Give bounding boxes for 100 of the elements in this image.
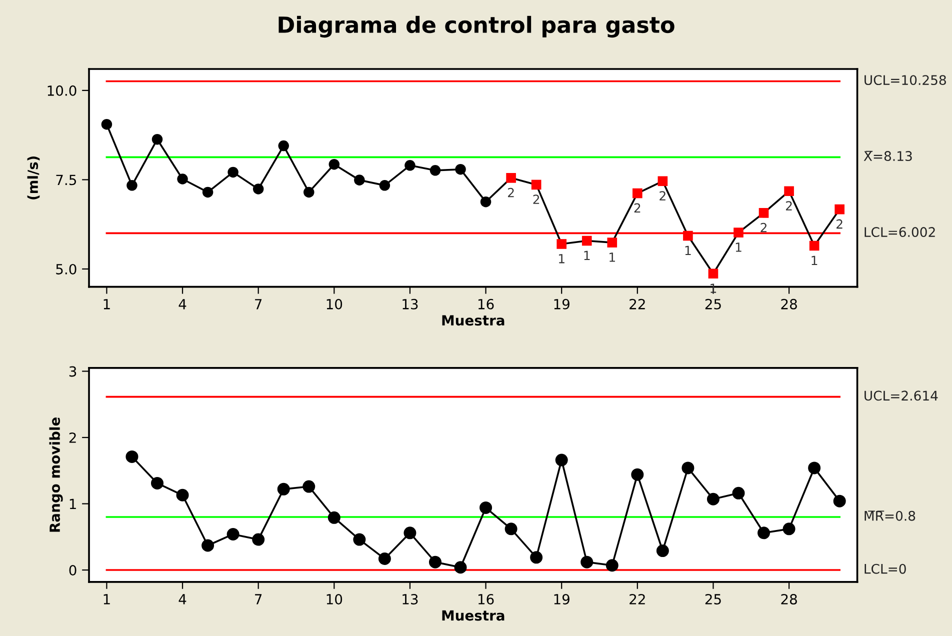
x-tick-label: 7: [255, 299, 262, 310]
point: [606, 559, 618, 572]
x-tick-label: 4: [178, 594, 186, 604]
x-tick-label: 25: [705, 594, 721, 604]
point: [202, 539, 214, 552]
point: [126, 180, 138, 191]
point: [303, 186, 314, 198]
x-tick-label: 22: [630, 298, 645, 310]
point: [101, 118, 112, 130]
x-tick-label: 4: [178, 299, 186, 310]
y-tick-label: 0: [69, 564, 76, 576]
point: [302, 480, 316, 493]
point: [176, 488, 189, 502]
point: [150, 476, 164, 490]
point: [430, 165, 441, 176]
point: [683, 230, 693, 241]
x-tick-label: 16: [478, 594, 494, 604]
x-tick-label: 7: [255, 594, 262, 604]
annotation: 2: [786, 201, 792, 210]
point: [656, 544, 669, 558]
annotation: 2: [508, 188, 514, 198]
x-tick-label: 1: [104, 594, 110, 604]
point: [328, 511, 340, 524]
x-tick-label: 10: [326, 594, 342, 604]
y-tick-label: 2: [69, 432, 76, 443]
point: [758, 526, 770, 540]
point: [531, 180, 542, 190]
ref-line-label: LCL=6.002: [864, 227, 935, 238]
x-tick-label: 25: [705, 298, 721, 310]
x-tick-label: 13: [402, 298, 418, 310]
point: [152, 134, 163, 145]
point: [428, 556, 442, 568]
point: [480, 501, 492, 514]
point: [504, 522, 518, 536]
annotation: 1: [736, 242, 742, 252]
point: [277, 482, 290, 496]
x-tick-label: 19: [554, 298, 570, 310]
point: [278, 140, 289, 152]
y-tick-label: 5.0: [56, 264, 76, 274]
x-tick-label: 28: [781, 594, 797, 604]
point: [607, 238, 618, 248]
annotation: 1: [710, 284, 716, 293]
point: [354, 174, 365, 186]
point: [809, 240, 820, 251]
chart-title: Diagrama de control para gasto: [278, 16, 674, 38]
y-tick-label: 7.5: [56, 174, 76, 186]
point: [784, 186, 794, 196]
point: [404, 160, 416, 171]
y-tick-label: 10.0: [48, 85, 76, 96]
point: [379, 180, 390, 191]
point: [834, 204, 844, 214]
annotation: 2: [760, 222, 766, 232]
point: [404, 526, 416, 540]
y-axis-title: (ml/s): [27, 156, 40, 200]
point: [580, 556, 594, 568]
x-axis-title: Muestra: [442, 315, 504, 326]
point: [226, 528, 240, 540]
y-tick-label: 3: [69, 366, 76, 377]
point: [353, 533, 366, 546]
point: [454, 561, 467, 574]
ref-line-label: UCL=10.258: [864, 75, 946, 86]
ref-line-label: X̅=8.13: [864, 150, 912, 162]
annotation: 1: [812, 256, 818, 265]
point: [328, 158, 340, 170]
point: [480, 196, 492, 208]
x-tick-label: 28: [781, 298, 797, 310]
x-tick-label: 19: [554, 594, 570, 604]
y-tick-label: 1: [70, 498, 76, 510]
annotation: 1: [685, 246, 691, 255]
point: [455, 164, 466, 175]
y-axis-title: Rango movible: [49, 417, 63, 532]
point: [808, 462, 821, 474]
point: [631, 468, 644, 481]
point: [782, 522, 796, 536]
point: [202, 186, 214, 198]
point: [682, 462, 694, 474]
annotation: 1: [610, 252, 615, 262]
point: [177, 174, 188, 184]
x-tick-label: 10: [326, 298, 342, 310]
point: [708, 268, 718, 279]
annotation: 2: [634, 203, 640, 212]
point: [734, 228, 744, 238]
point: [582, 236, 592, 246]
point: [506, 173, 516, 183]
point: [555, 454, 568, 466]
ref-line-label: UCL=2.614: [864, 390, 938, 401]
point: [228, 166, 238, 178]
annotation: 1: [584, 250, 590, 260]
annotation: 2: [660, 191, 666, 200]
point: [732, 486, 745, 500]
annotation: 2: [533, 194, 540, 204]
point: [758, 208, 769, 218]
point: [833, 494, 846, 508]
x-tick-label: 16: [478, 298, 494, 310]
point: [530, 551, 543, 564]
point: [632, 188, 642, 198]
point: [706, 492, 720, 506]
point: [126, 450, 138, 463]
annotation: 1: [558, 254, 564, 264]
x-axis-title: Muestra: [442, 610, 504, 621]
